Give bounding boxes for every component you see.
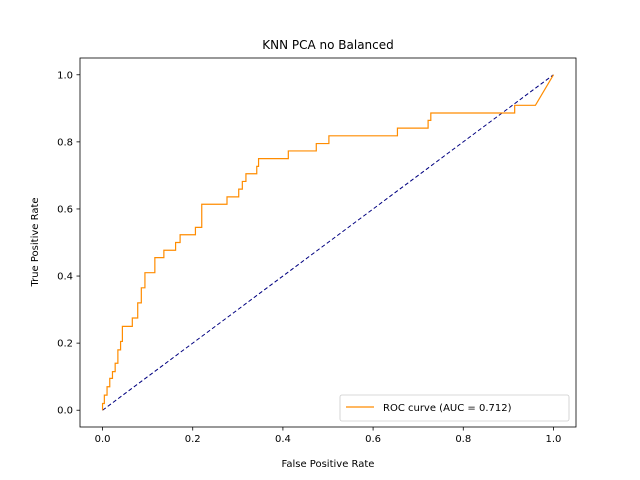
plot-frame (79, 57, 577, 428)
y-tick-label: 0.4 (57, 272, 73, 283)
y-tick-label: 0.0 (57, 406, 73, 417)
x-tick-label: 0.2 (185, 434, 201, 445)
legend-box (339, 394, 570, 422)
y-tick-label: 0.2 (57, 339, 73, 350)
x-tick-label: 0.6 (365, 434, 381, 445)
x-tick-label: 1.0 (546, 434, 562, 445)
y-axis-ticks: 0.0 0.2 0.4 0.6 0.8 1.0 (57, 70, 80, 417)
legend-label: ROC curve (AUC = 0.712) (383, 403, 512, 414)
y-tick-label: 0.8 (57, 137, 73, 148)
x-tick-label: 0.8 (455, 434, 471, 445)
x-tick-label: 0.4 (275, 434, 291, 445)
y-axis-label: True Positive Rate (30, 197, 41, 287)
legend: ROC curve (AUC = 0.712) (339, 394, 570, 422)
x-axis-label: False Positive Rate (282, 459, 375, 470)
series-layer (101, 74, 554, 411)
roc-curve-line (101, 74, 554, 411)
x-tick-label: 0.0 (95, 434, 111, 445)
chance-diagonal-line (102, 74, 554, 411)
x-axis-ticks: 0.0 0.2 0.4 0.6 0.8 1.0 (95, 427, 562, 445)
y-tick-label: 1.0 (57, 70, 73, 81)
chart-title: KNN PCA no Balanced (262, 38, 394, 52)
y-tick-label: 0.6 (57, 204, 73, 215)
